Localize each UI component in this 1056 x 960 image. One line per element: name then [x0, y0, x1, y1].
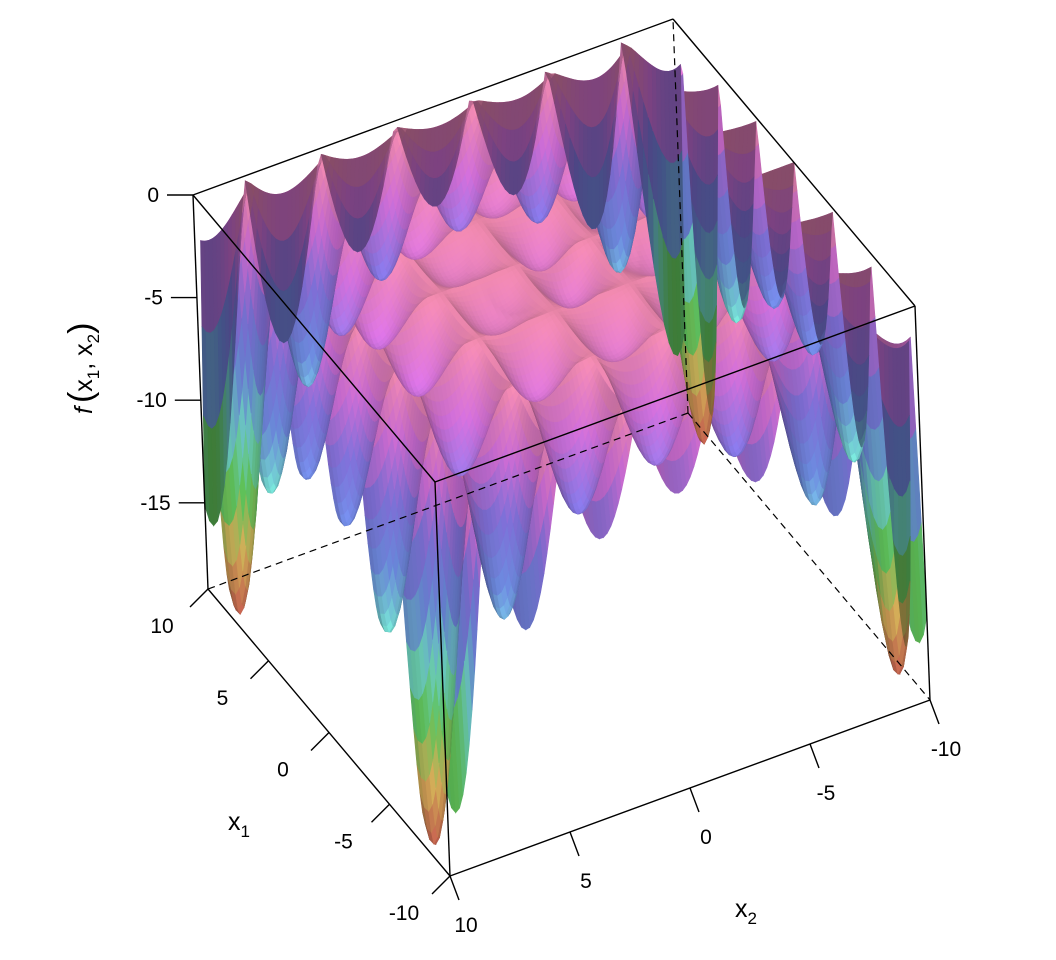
surface-plot: [200, 42, 928, 846]
